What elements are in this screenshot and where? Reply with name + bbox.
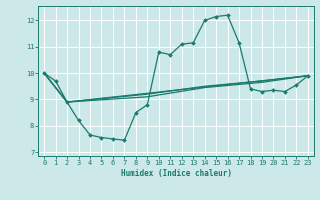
X-axis label: Humidex (Indice chaleur): Humidex (Indice chaleur) (121, 169, 231, 178)
